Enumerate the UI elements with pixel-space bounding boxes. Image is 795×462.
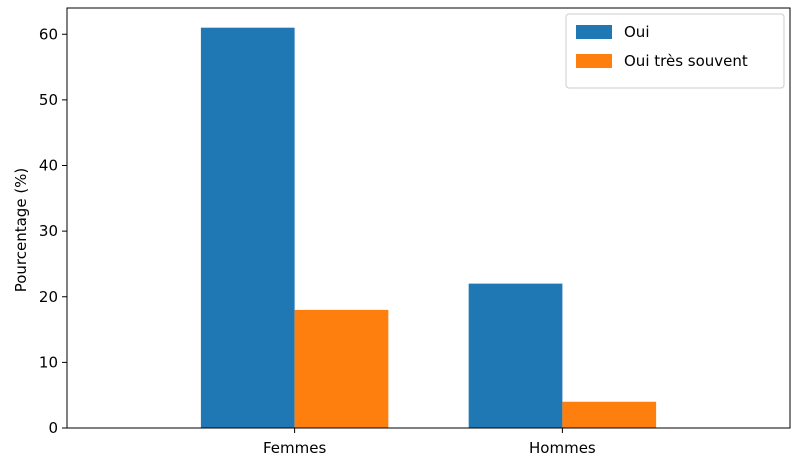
y-tick-label: 30 xyxy=(39,222,58,240)
bars-layer xyxy=(200,27,657,428)
bar-hommes-oui-tres-souvent xyxy=(562,401,657,428)
legend-swatch xyxy=(576,25,612,39)
legend-label: Oui très souvent xyxy=(624,52,748,70)
legend-swatch xyxy=(576,54,612,68)
y-tick-label: 50 xyxy=(39,91,58,109)
y-tick-label: 10 xyxy=(39,353,58,371)
legend-label: Oui xyxy=(624,23,649,41)
legend-box xyxy=(565,13,785,89)
plot-frame xyxy=(66,7,791,429)
bar-femmes-oui-tres-souvent xyxy=(294,309,389,428)
x-tick-label: Femmes xyxy=(263,439,326,457)
legend: Oui Oui très souvent xyxy=(565,13,785,89)
x-tick-label: Hommes xyxy=(529,439,596,457)
bar-hommes-oui xyxy=(468,283,563,428)
y-tick-label: 20 xyxy=(39,288,58,306)
axes-layer: Femmes Hommes 0 10 20 30 40 50 60 xyxy=(39,7,791,457)
y-tick-label: 60 xyxy=(39,25,58,43)
bar-femmes-oui xyxy=(200,27,295,428)
y-tick-label: 40 xyxy=(39,157,58,175)
y-axis-label: Pourcentage (%) xyxy=(12,168,30,293)
y-tick-label: 0 xyxy=(48,419,58,437)
